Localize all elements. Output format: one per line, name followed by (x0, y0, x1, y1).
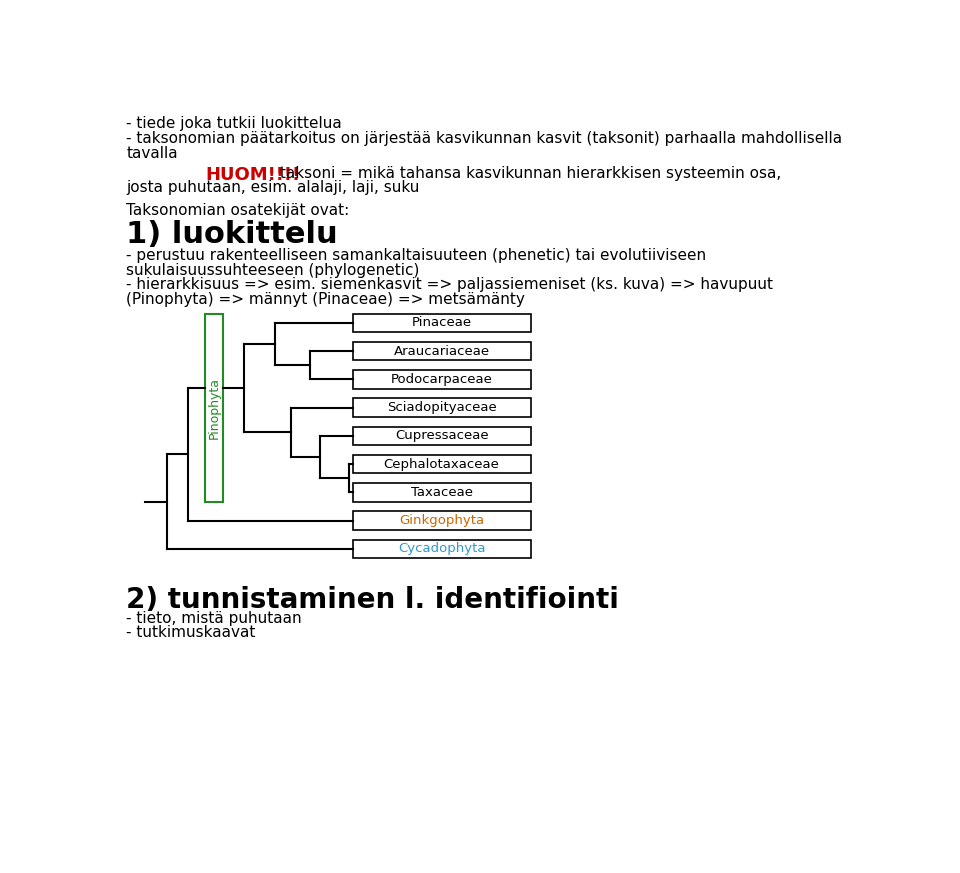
Text: - tutkimuskaavat: - tutkimuskaavat (126, 625, 255, 640)
Text: Taxaceae: Taxaceae (411, 486, 472, 498)
Text: - taksonomian päätarkoitus on järjestää kasvikunnan kasvit (taksonit) parhaalla : - taksonomian päätarkoitus on järjestää … (126, 131, 842, 146)
Text: josta puhutaan, esim. alalaji, laji, suku: josta puhutaan, esim. alalaji, laji, suk… (126, 180, 420, 196)
FancyBboxPatch shape (352, 398, 531, 417)
FancyBboxPatch shape (205, 313, 223, 502)
Text: - perustuu rakenteelliseen samankaltaisuuteen (phenetic) tai evolutiiviseen: - perustuu rakenteelliseen samankaltaisu… (126, 248, 707, 263)
Text: Podocarpaceae: Podocarpaceae (391, 373, 492, 386)
Text: Cephalotaxaceae: Cephalotaxaceae (384, 457, 499, 471)
FancyBboxPatch shape (352, 427, 531, 445)
FancyBboxPatch shape (352, 512, 531, 530)
FancyBboxPatch shape (352, 455, 531, 473)
Text: - tiede joka tutkii luokittelua: - tiede joka tutkii luokittelua (126, 116, 342, 131)
Text: - hierarkkisuus => esim. siemenkasvit => paljassiemeniset (ks. kuva) => havupuut: - hierarkkisuus => esim. siemenkasvit =>… (126, 278, 773, 292)
Text: Cupressaceae: Cupressaceae (395, 430, 489, 443)
Text: tavalla: tavalla (126, 146, 178, 161)
Text: Araucariaceae: Araucariaceae (394, 345, 490, 358)
FancyBboxPatch shape (352, 483, 531, 502)
Text: Cycadophyta: Cycadophyta (397, 542, 486, 555)
Text: Sciadopityaceae: Sciadopityaceae (387, 401, 496, 414)
FancyBboxPatch shape (352, 342, 531, 361)
FancyBboxPatch shape (352, 313, 531, 332)
Text: Pinophyta: Pinophyta (207, 376, 221, 438)
Text: sukulaisuussuhteeseen (phylogenetic): sukulaisuussuhteeseen (phylogenetic) (126, 263, 420, 278)
Text: (Pinophyta) => männyt (Pinaceae) => metsämänty: (Pinophyta) => männyt (Pinaceae) => mets… (126, 292, 525, 307)
Text: Pinaceae: Pinaceae (412, 316, 471, 329)
FancyBboxPatch shape (352, 540, 531, 558)
FancyBboxPatch shape (352, 370, 531, 388)
Text: taksoni = mikä tahansa kasvikunnan hierarkkisen systeemin osa,: taksoni = mikä tahansa kasvikunnan hiera… (275, 166, 781, 181)
Text: Taksonomian osatekijät ovat:: Taksonomian osatekijät ovat: (126, 203, 349, 218)
Text: 1) luokittelu: 1) luokittelu (126, 220, 338, 250)
Text: HUOM!!!!: HUOM!!!! (205, 166, 300, 183)
Text: 2) tunnistaminen l. identifiointi: 2) tunnistaminen l. identifiointi (126, 586, 619, 614)
Text: - tieto, mistä puhutaan: - tieto, mistä puhutaan (126, 610, 301, 626)
Text: Ginkgophyta: Ginkgophyta (399, 514, 484, 527)
